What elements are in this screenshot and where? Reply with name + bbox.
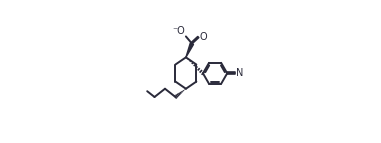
Text: N: N bbox=[236, 68, 243, 78]
Polygon shape bbox=[186, 43, 194, 57]
Text: O: O bbox=[200, 32, 207, 42]
Text: ⁻O: ⁻O bbox=[172, 26, 185, 36]
